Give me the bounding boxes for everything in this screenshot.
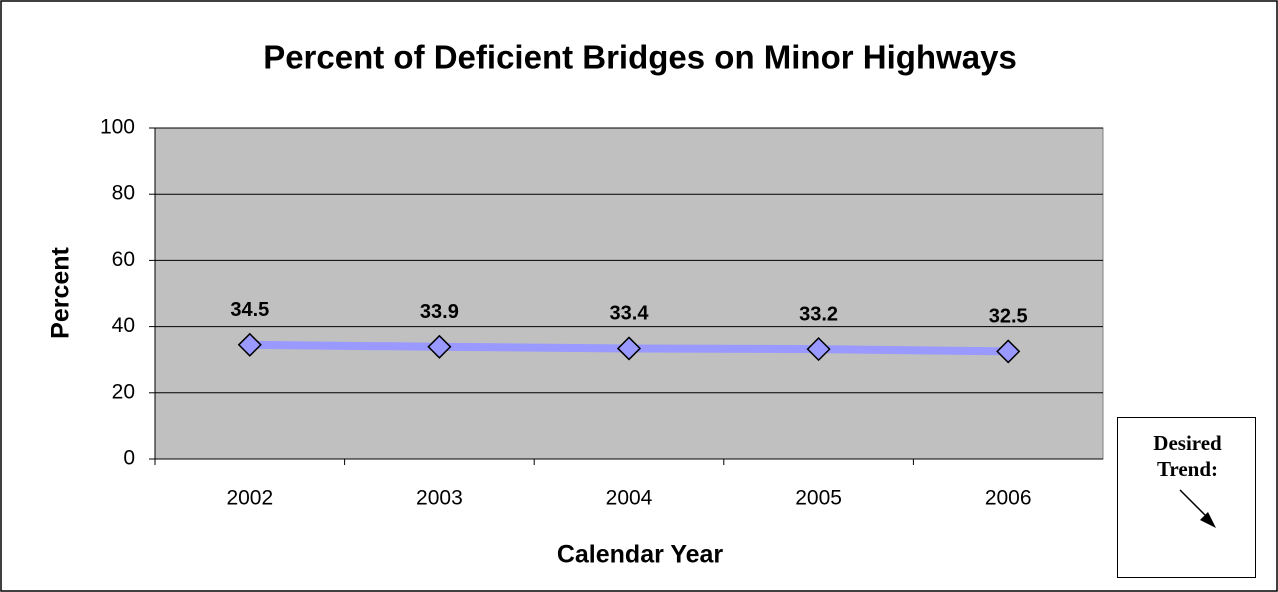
data-label: 33.2: [799, 303, 838, 325]
y-tick-label: 80: [112, 182, 135, 205]
marker: [427, 334, 452, 359]
marker: [616, 336, 642, 361]
desired-trend-label: Desired Trend:: [1153, 431, 1222, 481]
x-tick-label: 2005: [795, 487, 842, 510]
marker: [237, 332, 262, 357]
x-tick-label: 2002: [226, 487, 273, 510]
data-label: 33.9: [420, 301, 459, 323]
x-tick-label: 2003: [416, 487, 463, 510]
y-tick-label: 60: [112, 248, 135, 271]
y-tick-label: 0: [123, 447, 135, 470]
y-axis-label: Percent: [47, 246, 75, 338]
y-tick-label: 20: [112, 380, 135, 403]
trend-arrow: [1179, 489, 1216, 528]
x-axis-label: Calendar Year: [557, 541, 724, 569]
y-tick-label: 40: [112, 314, 135, 337]
y-tick-label: 100: [100, 116, 135, 139]
chart-title: Percent of Deficient Bridges on Minor Hi…: [263, 39, 1017, 76]
marker: [996, 339, 1021, 364]
desired-trend-box: Desired Trend:: [1117, 417, 1256, 578]
data-label: 34.5: [230, 299, 269, 321]
marker: [806, 337, 831, 362]
plot-background: [154, 127, 1104, 460]
data-label: 33.4: [610, 303, 650, 325]
x-tick-label: 2006: [985, 487, 1032, 510]
x-tick-label: 2004: [606, 487, 653, 510]
data-label: 32.5: [989, 306, 1028, 328]
